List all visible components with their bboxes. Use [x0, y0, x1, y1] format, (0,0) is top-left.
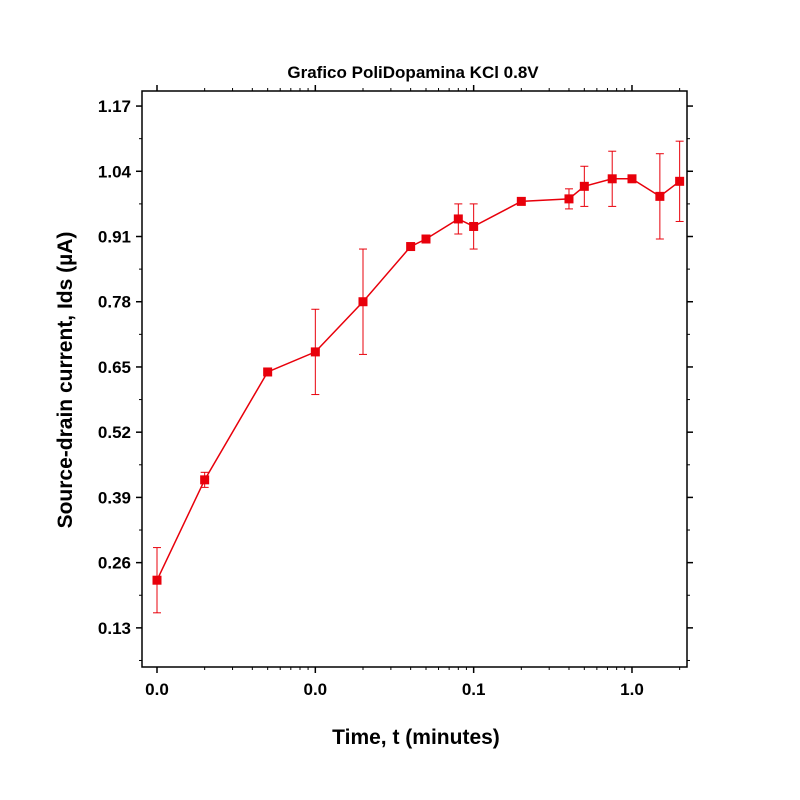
y-axis-label: Source-drain current, Ids (µA) — [54, 232, 77, 529]
data-point — [607, 174, 617, 184]
data-point — [453, 214, 463, 224]
data-point — [200, 475, 210, 485]
data-point — [655, 191, 665, 201]
y-tick-label: 1.17 — [98, 97, 131, 116]
x-axis-label: Time, t (minutes) — [332, 726, 500, 749]
data-point — [675, 176, 685, 186]
y-tick-label: 0.39 — [98, 488, 131, 507]
x-tick-label: 0.0 — [145, 680, 169, 699]
series-layer — [152, 140, 685, 614]
y-tick-label: 0.26 — [98, 554, 131, 573]
data-point — [564, 194, 574, 204]
data-point — [406, 242, 416, 252]
x-axis: 0.0 0.0 0.1 1.0 — [145, 85, 681, 699]
y-tick-label: 0.91 — [98, 228, 131, 247]
data-point — [516, 196, 526, 206]
data-point — [469, 221, 479, 231]
chart-title: Grafico PoliDopamina KCl 0.8V — [287, 63, 539, 82]
data-point — [263, 367, 273, 377]
x-tick-label: 1.0 — [620, 680, 644, 699]
data-point — [358, 297, 368, 307]
plot-frame — [141, 90, 688, 668]
y-tick-label: 0.52 — [98, 423, 131, 442]
data-point — [310, 347, 320, 357]
x-tick-label: 0.1 — [462, 680, 486, 699]
data-point — [152, 575, 162, 585]
data-point — [421, 234, 431, 244]
y-axis: 0.13 0.26 0.39 0.52 0.65 0.78 0.91 1.04 1.17 — [98, 97, 693, 661]
x-tick-label: 0.0 — [304, 680, 328, 699]
series-line — [156, 178, 681, 581]
y-tick-label: 0.78 — [98, 293, 131, 312]
y-tick-label: 0.65 — [98, 358, 131, 377]
y-tick-label: 0.13 — [98, 619, 131, 638]
data-point — [579, 181, 589, 191]
y-tick-label: 1.04 — [98, 162, 132, 181]
data-point — [627, 174, 637, 184]
